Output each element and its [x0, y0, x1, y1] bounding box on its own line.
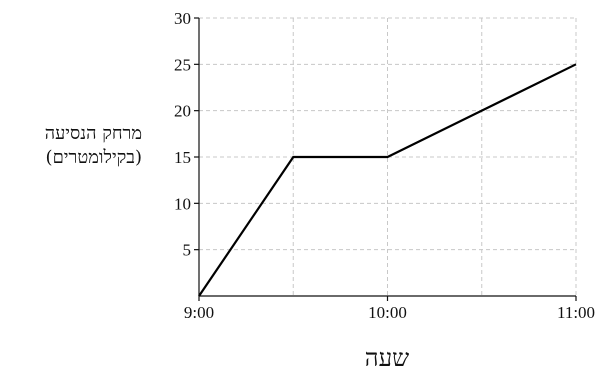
y-axis-title: מרחק הנסיעה (בקילומטרים) — [45, 123, 142, 168]
series-line — [198, 63, 577, 297]
x-tick-label: 10:00 — [368, 303, 407, 322]
y-tick-labels: 5 10 15 20 25 30 — [174, 9, 199, 260]
y-tick-label: 25 — [174, 55, 191, 74]
y-tick-label: 5 — [183, 241, 192, 260]
y-axis-title-line-2: (בקילומטרים) — [46, 147, 142, 168]
x-tick-labels: 9:00 10:00 11:00 — [184, 296, 595, 322]
series — [198, 63, 577, 297]
y-tick-label: 30 — [174, 9, 191, 28]
y-tick-label: 20 — [174, 102, 191, 121]
y-tick-label: 15 — [174, 148, 191, 167]
x-axis-title: שעה — [365, 344, 409, 372]
y-axis-title-line-1: מרחק הנסיעה — [45, 123, 142, 144]
grid — [199, 17, 577, 296]
y-tick-label: 10 — [174, 194, 191, 213]
x-tick-label: 9:00 — [184, 303, 214, 322]
x-tick-label: 11:00 — [557, 303, 595, 322]
